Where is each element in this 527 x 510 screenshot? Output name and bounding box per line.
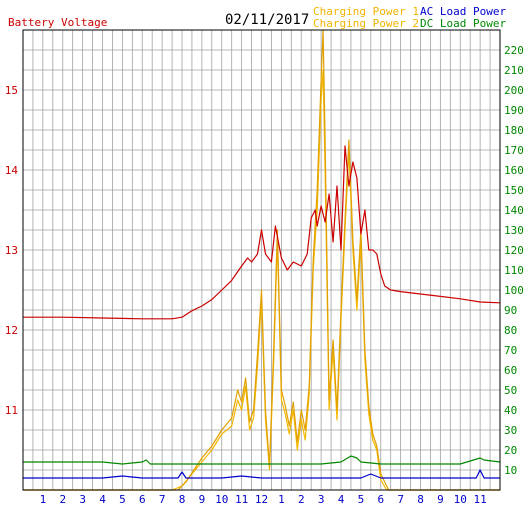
right-axis-tick-label: 210 xyxy=(504,64,524,77)
right-axis-tick-label: 160 xyxy=(504,164,524,177)
x-tick-label: 4 xyxy=(99,493,106,506)
left-axis-title: Battery Voltage xyxy=(8,16,107,29)
right-axis-tick-label: 150 xyxy=(504,184,524,197)
left-axis-tick-label: 12 xyxy=(5,324,18,337)
right-axis-tick-label: 70 xyxy=(504,344,517,357)
x-tick-label: 6 xyxy=(377,493,384,506)
x-tick-label: 10 xyxy=(215,493,228,506)
x-axis-ticks: 1 2 3 4 5 6 7 8 9 10 11 12 1 2 3 4 5 6 7 8 9 10 11 xyxy=(40,493,487,506)
right-axis-tick-label: 20 xyxy=(504,444,517,457)
x-tick-label: 5 xyxy=(119,493,126,506)
x-tick-label: 2 xyxy=(59,493,66,506)
x-tick-label: 11 xyxy=(235,493,248,506)
x-tick-label: 3 xyxy=(79,493,86,506)
right-axis-tick-label: 180 xyxy=(504,124,524,137)
right-axis-tick-label: 140 xyxy=(504,204,524,217)
left-axis-tick-label: 14 xyxy=(5,164,19,177)
x-tick-label: 6 xyxy=(139,493,146,506)
x-tick-label: 7 xyxy=(397,493,404,506)
series-charging-power-2 xyxy=(23,29,500,491)
legend-charging-power-2: Charging Power 2 xyxy=(313,17,419,30)
right-axis-tick-label: 110 xyxy=(504,264,524,277)
x-tick-label: 2 xyxy=(298,493,305,506)
series-ac-load-power xyxy=(23,469,500,479)
right-axis-tick-label: 50 xyxy=(504,384,517,397)
legend-ac-load-power: AC Load Power xyxy=(420,5,506,18)
chart-grid xyxy=(23,30,500,490)
series-battery-voltage xyxy=(23,145,501,320)
right-axis-tick-label: 120 xyxy=(504,244,524,257)
right-axis-tick-label: 10 xyxy=(504,464,517,477)
x-tick-label: 5 xyxy=(358,493,365,506)
right-axis-tick-label: 130 xyxy=(504,224,524,237)
right-axis-tick-label: 60 xyxy=(504,364,517,377)
series-dc-load-power xyxy=(23,455,501,465)
x-tick-label: 8 xyxy=(417,493,424,506)
x-tick-label: 4 xyxy=(338,493,345,506)
x-tick-label: 3 xyxy=(318,493,325,506)
x-tick-label: 10 xyxy=(454,493,467,506)
x-tick-label: 8 xyxy=(179,493,186,506)
x-tick-label: 11 xyxy=(474,493,487,506)
right-axis-tick-label: 200 xyxy=(504,84,524,97)
plot-frame xyxy=(22,29,501,491)
x-tick-label: 7 xyxy=(159,493,166,506)
left-axis-tick-label: 11 xyxy=(5,404,18,417)
right-axis-ticks: 10 20 30 40 50 60 70 80 90 100 110 120 130 140 150 160 1… xyxy=(504,44,524,477)
left-axis-ticks: 11 12 13 14 15 xyxy=(5,84,19,417)
right-axis-tick-label: 100 xyxy=(504,284,524,297)
right-axis-tick-label: 40 xyxy=(504,404,517,417)
right-axis-tick-label: 80 xyxy=(504,324,517,337)
right-axis-tick-label: 90 xyxy=(504,304,517,317)
legend-dc-load-power: DC Load Power xyxy=(420,17,506,30)
left-axis-tick-label: 13 xyxy=(5,244,18,257)
chart-date: 02/11/2017 xyxy=(225,12,309,28)
x-tick-label: 12 xyxy=(255,493,268,506)
left-axis-tick-label: 15 xyxy=(5,84,18,97)
x-tick-label: 9 xyxy=(437,493,444,506)
legend-charging-power-1: Charging Power 1 xyxy=(313,5,419,18)
right-axis-tick-label: 170 xyxy=(504,144,524,157)
right-axis-tick-label: 190 xyxy=(504,104,524,117)
right-axis-tick-label: 30 xyxy=(504,424,517,437)
x-tick-label: 1 xyxy=(278,493,285,506)
chart-series xyxy=(23,29,501,491)
right-axis-tick-label: 220 xyxy=(504,44,524,57)
x-tick-label: 1 xyxy=(40,493,47,506)
x-tick-label: 9 xyxy=(199,493,206,506)
